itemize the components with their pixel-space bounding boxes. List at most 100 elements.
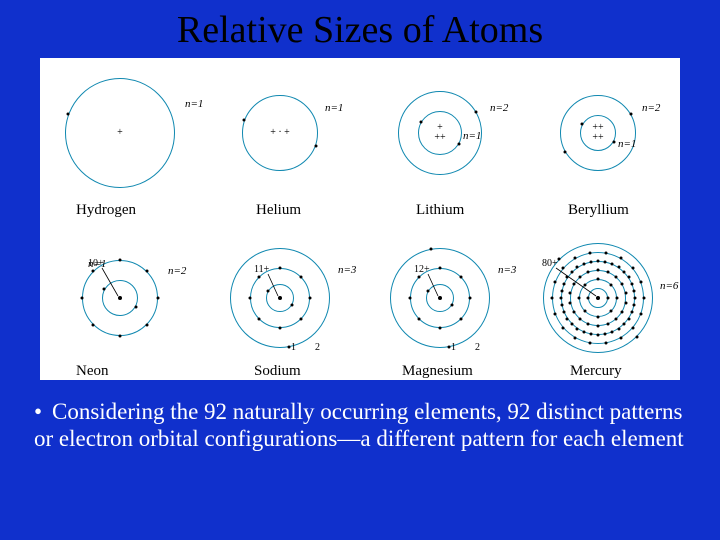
electron bbox=[627, 276, 630, 279]
electron bbox=[551, 297, 554, 300]
electron bbox=[583, 310, 586, 313]
nucleus-dot bbox=[438, 296, 442, 300]
electron bbox=[300, 275, 303, 278]
electron bbox=[634, 297, 637, 300]
electron bbox=[587, 323, 590, 326]
electron bbox=[604, 342, 607, 345]
electron bbox=[597, 325, 600, 328]
electron bbox=[579, 275, 582, 278]
atom-diagram-panel: +n=1Hydrogen+ · +n=1Helium+++n=1n=2Lithi… bbox=[40, 58, 680, 380]
electron bbox=[570, 323, 573, 326]
electron bbox=[597, 316, 600, 319]
atom-name: Lithium bbox=[416, 202, 464, 219]
electron bbox=[587, 270, 590, 273]
electron bbox=[134, 306, 137, 309]
electron bbox=[300, 318, 303, 321]
electron bbox=[279, 267, 282, 270]
bullet-marker: • bbox=[34, 398, 52, 425]
electron bbox=[439, 327, 442, 330]
shell-n-label: n=3 bbox=[338, 264, 356, 276]
electron bbox=[475, 111, 478, 114]
electron bbox=[458, 143, 461, 146]
electron bbox=[257, 275, 260, 278]
electron bbox=[92, 323, 95, 326]
electron bbox=[561, 267, 564, 270]
electron bbox=[624, 292, 627, 295]
electron bbox=[614, 318, 617, 321]
electron bbox=[291, 304, 294, 307]
shell-n-label: n=1 bbox=[618, 138, 636, 150]
electron bbox=[560, 297, 563, 300]
electron bbox=[589, 342, 592, 345]
sub-label: 2 bbox=[315, 342, 320, 353]
electron bbox=[562, 282, 565, 285]
nucleus-charge-label: 80+ bbox=[542, 258, 558, 269]
electron bbox=[566, 317, 569, 320]
electron bbox=[287, 346, 290, 349]
electron bbox=[589, 251, 592, 254]
electron bbox=[624, 301, 627, 304]
electron bbox=[606, 270, 609, 273]
electron bbox=[309, 297, 312, 300]
shell-n-label: n=1 bbox=[88, 258, 106, 270]
atom-name: Sodium bbox=[254, 363, 301, 380]
electron bbox=[553, 281, 556, 284]
electron bbox=[560, 304, 563, 307]
electron bbox=[145, 270, 148, 273]
electron bbox=[553, 312, 556, 315]
electron bbox=[589, 260, 592, 263]
electron bbox=[564, 151, 567, 154]
electron bbox=[633, 289, 636, 292]
electron bbox=[604, 333, 607, 336]
electron bbox=[119, 259, 122, 262]
electron bbox=[589, 333, 592, 336]
nucleus: + · + bbox=[270, 128, 290, 138]
electron bbox=[558, 258, 561, 261]
electron bbox=[439, 267, 442, 270]
electron bbox=[569, 292, 572, 295]
electron bbox=[574, 336, 577, 339]
electron bbox=[632, 267, 635, 270]
electron bbox=[597, 260, 600, 263]
electron bbox=[460, 318, 463, 321]
electron bbox=[610, 283, 613, 286]
electron bbox=[611, 262, 614, 265]
electron bbox=[469, 297, 472, 300]
electron bbox=[610, 331, 613, 334]
nucleus-dot bbox=[596, 296, 600, 300]
electron bbox=[632, 326, 635, 329]
nucleus-dot bbox=[118, 296, 122, 300]
nucleus: +++ bbox=[434, 123, 445, 143]
electron bbox=[572, 283, 575, 286]
electron bbox=[604, 251, 607, 254]
nucleus-charge-label: 12+ bbox=[414, 264, 430, 275]
electron bbox=[417, 275, 420, 278]
electron bbox=[587, 297, 590, 300]
electron bbox=[631, 283, 634, 286]
electron bbox=[604, 260, 607, 263]
electron bbox=[266, 290, 269, 293]
sub-label: 1 bbox=[291, 342, 296, 353]
shell-n-label: n=2 bbox=[490, 102, 508, 114]
electron bbox=[623, 270, 626, 273]
shell-n-label: n=3 bbox=[498, 264, 516, 276]
electron bbox=[633, 304, 636, 307]
atom-name: Hydrogen bbox=[76, 202, 136, 219]
sub-label: 1 bbox=[451, 342, 456, 353]
electron bbox=[572, 311, 575, 314]
nucleus-dot bbox=[278, 296, 282, 300]
electron bbox=[582, 331, 585, 334]
electron bbox=[103, 288, 106, 291]
electron bbox=[419, 121, 422, 124]
electron bbox=[620, 336, 623, 339]
bullet-content: Considering the 92 naturally occurring e… bbox=[34, 399, 684, 451]
electron bbox=[631, 310, 634, 313]
electron bbox=[640, 312, 643, 315]
electron bbox=[612, 141, 615, 144]
nucleus: ++++ bbox=[592, 123, 603, 143]
electron bbox=[430, 247, 433, 250]
atom-name: Neon bbox=[76, 363, 109, 380]
slide-title: Relative Sizes of Atoms bbox=[0, 0, 720, 58]
electron bbox=[579, 318, 582, 321]
electron bbox=[635, 335, 638, 338]
